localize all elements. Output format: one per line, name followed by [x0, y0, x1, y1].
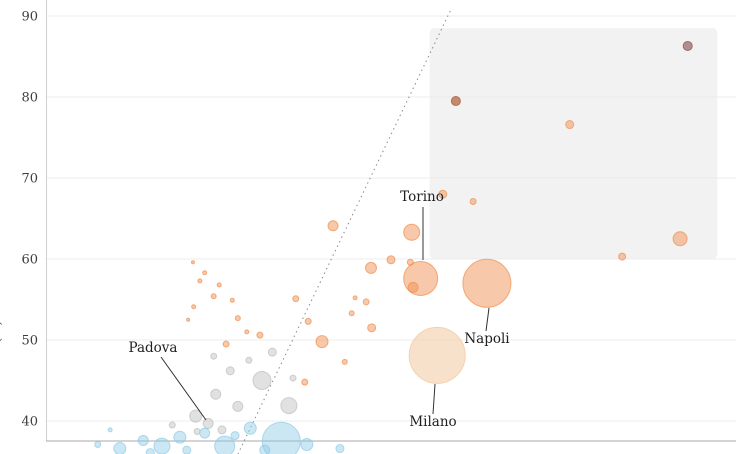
bubble[interactable]: [335, 444, 345, 454]
bubble[interactable]: [565, 120, 575, 130]
bubble[interactable]: [153, 437, 171, 454]
bubble[interactable]: [403, 223, 421, 241]
bubble[interactable]: [168, 421, 176, 429]
bubble[interactable]: [222, 340, 230, 348]
bubble[interactable]: [217, 425, 227, 435]
bubble[interactable]: [210, 352, 218, 360]
y-tick-label: 40: [21, 415, 38, 430]
bubble[interactable]: [259, 444, 271, 454]
bubble[interactable]: [229, 297, 235, 303]
y-axis-title: onsumo di suolo (%): [0, 320, 4, 454]
bubble[interactable]: [173, 430, 187, 444]
bubble[interactable]: [225, 366, 235, 376]
bubble[interactable]: [469, 197, 477, 205]
bubble[interactable]: [199, 427, 211, 439]
bubble[interactable]: [386, 255, 396, 265]
bubble[interactable]: [244, 329, 250, 335]
bubble[interactable]: [672, 231, 688, 247]
y-tick-label: 60: [21, 253, 38, 268]
y-tick-label: 70: [21, 172, 38, 187]
bubble[interactable]: [292, 295, 300, 303]
bubble[interactable]: [300, 437, 314, 451]
y-tick-label: 90: [21, 10, 38, 25]
bubble[interactable]: [304, 317, 312, 325]
bubble[interactable]: [406, 258, 414, 266]
bubble-napoli[interactable]: [462, 258, 512, 308]
bubble[interactable]: [186, 317, 191, 322]
bubble[interactable]: [182, 445, 192, 454]
bubble[interactable]: [618, 252, 627, 261]
bubble[interactable]: [234, 315, 241, 322]
bubble[interactable]: [407, 281, 419, 293]
bubble[interactable]: [245, 356, 253, 364]
bubble[interactable]: [327, 220, 339, 232]
bubble[interactable]: [348, 310, 355, 317]
city-label-napoli: Napoli: [464, 331, 510, 347]
bubble[interactable]: [243, 421, 257, 435]
bubble[interactable]: [252, 371, 272, 390]
y-tick-label: 80: [21, 91, 38, 106]
bubble[interactable]: [301, 378, 309, 386]
bubble-milano[interactable]: [408, 326, 466, 384]
bubble[interactable]: [214, 435, 236, 454]
bubble[interactable]: [364, 261, 377, 274]
bubble[interactable]: [362, 298, 370, 306]
highlight-region: [429, 28, 718, 260]
annotation-line-padova: [160, 356, 207, 421]
bubble[interactable]: [145, 448, 155, 454]
bubble[interactable]: [682, 40, 693, 51]
bubble[interactable]: [232, 400, 244, 412]
bubble[interactable]: [341, 358, 348, 365]
bubble[interactable]: [280, 397, 298, 415]
city-label-milano: Milano: [409, 414, 456, 430]
bubble[interactable]: [352, 295, 358, 301]
bubble[interactable]: [137, 434, 149, 446]
bubble[interactable]: [210, 388, 222, 400]
bubble-padova[interactable]: [202, 417, 214, 429]
bubble[interactable]: [193, 428, 201, 436]
bubble[interactable]: [113, 442, 127, 454]
annotation-line-milano: [432, 383, 436, 415]
bubble[interactable]: [190, 260, 195, 265]
bubble[interactable]: [267, 347, 277, 357]
bubble[interactable]: [197, 278, 203, 284]
bubble[interactable]: [202, 270, 208, 276]
bubble[interactable]: [315, 335, 329, 349]
bubble[interactable]: [450, 96, 461, 107]
bubble[interactable]: [189, 409, 203, 423]
y-tick-label: 50: [21, 334, 38, 349]
city-label-padova: Padova: [129, 340, 178, 356]
bubble[interactable]: [107, 427, 113, 433]
bubble[interactable]: [210, 293, 217, 300]
bubble[interactable]: [261, 421, 301, 454]
bubble[interactable]: [256, 331, 264, 339]
bubble[interactable]: [367, 323, 377, 333]
bubble[interactable]: [191, 304, 197, 310]
bubble[interactable]: [438, 189, 448, 199]
bubble[interactable]: [230, 431, 240, 441]
bubble[interactable]: [94, 440, 102, 448]
city-label-torino: Torino: [400, 189, 444, 205]
bubble[interactable]: [216, 282, 222, 288]
annotation-line-napoli: [485, 307, 490, 332]
bubble[interactable]: [289, 374, 297, 382]
